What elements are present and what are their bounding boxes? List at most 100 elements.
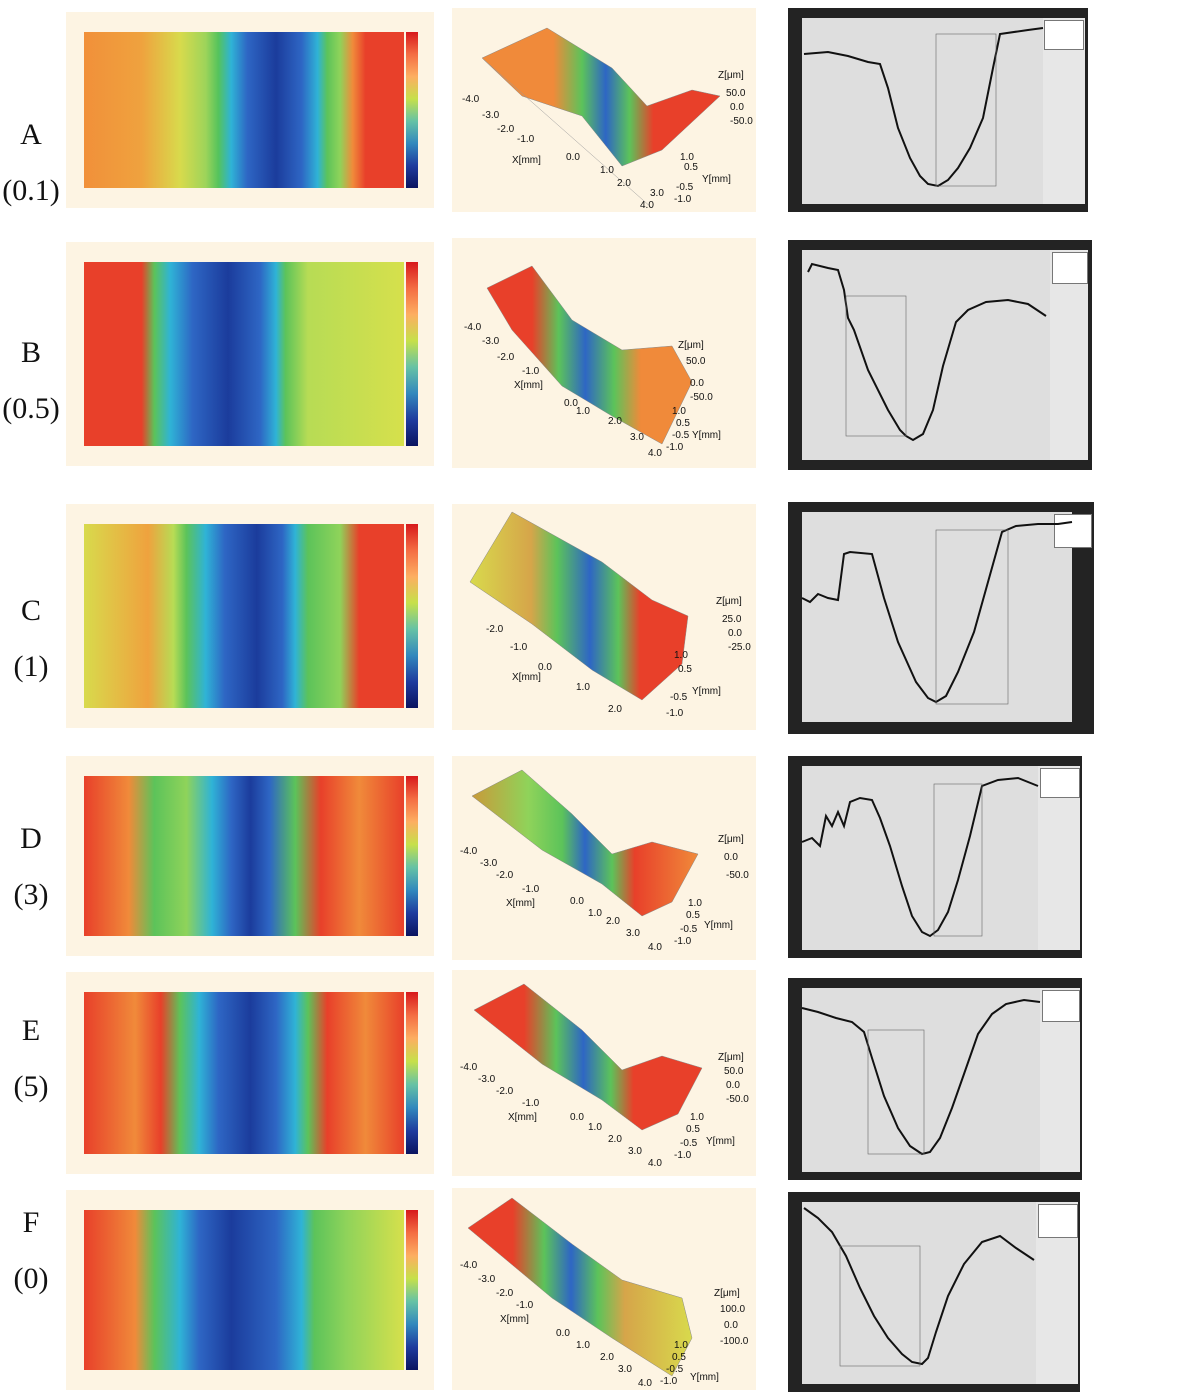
x-axis-label: X[mm] bbox=[512, 155, 541, 166]
depth-profile bbox=[788, 1192, 1080, 1392]
profile-side-panel bbox=[1050, 250, 1088, 460]
y-tick: 1.0 bbox=[674, 650, 688, 661]
height-map-field bbox=[84, 776, 404, 936]
x-tick: 2.0 bbox=[606, 916, 620, 927]
y-tick: -1.0 bbox=[666, 442, 684, 453]
row-parameter: (5) bbox=[13, 1070, 49, 1103]
profile-legend-box bbox=[1054, 514, 1092, 548]
height-map-field bbox=[84, 992, 404, 1154]
row-parameter: (0) bbox=[13, 1262, 49, 1295]
x-tick: -1.0 bbox=[516, 1300, 534, 1311]
x-tick: -2.0 bbox=[496, 1288, 514, 1299]
x-tick: 1.0 bbox=[588, 908, 602, 919]
color-scale-bar bbox=[406, 262, 418, 446]
row-d: D (3) Z[μm] 0.0 -50.0 -4.0 -3.0 -2.0 -1.… bbox=[0, 752, 1181, 964]
profile-legend-box bbox=[1052, 252, 1088, 284]
depth-profile bbox=[788, 502, 1094, 734]
color-scale-bar bbox=[406, 1210, 418, 1370]
surface-3d-svg: Z[μm] 25.0 0.0 -25.0 -2.0 -1.0 0.0 1.0 2… bbox=[469, 511, 751, 719]
x-tick: 0.0 bbox=[570, 896, 584, 907]
x-axis-label: X[mm] bbox=[512, 672, 541, 683]
z-tick: -50.0 bbox=[726, 1094, 749, 1105]
x-tick: 3.0 bbox=[626, 928, 640, 939]
x-tick: -2.0 bbox=[496, 870, 514, 881]
x-axis-label: X[mm] bbox=[514, 380, 543, 391]
profile-curve-svg bbox=[807, 262, 1047, 442]
color-scale-bar bbox=[406, 776, 418, 936]
profile-curve-svg bbox=[803, 1207, 1035, 1367]
row-e: E (5) Z[μm] 50.0 0.0 -50.0 -4.0 -3.0 -2.… bbox=[0, 968, 1181, 1182]
x-tick: 2.0 bbox=[608, 416, 622, 427]
y-tick: -1.0 bbox=[666, 708, 684, 719]
y-tick: -0.5 bbox=[680, 924, 698, 935]
surface-3d-svg: Z[μm] 50.0 0.0 -50.0 -4.0 -3.0 -2.0 -1.0… bbox=[464, 265, 721, 459]
x-tick: 4.0 bbox=[648, 1158, 662, 1169]
surface-3d-plot: Z[μm] 50.0 0.0 -50.0 -4.0 -3.0 -2.0 -1.0… bbox=[452, 238, 756, 468]
y-tick: -1.0 bbox=[660, 1376, 678, 1387]
profile-legend-box bbox=[1038, 1204, 1078, 1238]
y-tick: -0.5 bbox=[672, 430, 690, 441]
x-tick: 1.0 bbox=[588, 1122, 602, 1133]
depth-profile bbox=[788, 8, 1088, 212]
x-tick: 0.0 bbox=[564, 398, 578, 409]
row-parameter: (3) bbox=[13, 878, 49, 911]
x-tick: -4.0 bbox=[460, 846, 478, 857]
row-label: A (0.1) bbox=[0, 118, 62, 208]
y-tick: 0.5 bbox=[686, 1124, 700, 1135]
x-tick: 3.0 bbox=[650, 188, 664, 199]
x-tick: 3.0 bbox=[618, 1364, 632, 1375]
surface-3d-plot: Z[μm] 100.0 0.0 -100.0 -4.0 -3.0 -2.0 -1… bbox=[452, 1188, 756, 1390]
z-tick: 0.0 bbox=[730, 102, 744, 113]
depth-profile bbox=[788, 978, 1082, 1180]
x-tick: 1.0 bbox=[576, 406, 590, 417]
profile-plot-area bbox=[802, 766, 1038, 950]
x-tick: -3.0 bbox=[478, 1274, 496, 1285]
x-tick: 4.0 bbox=[638, 1378, 652, 1389]
row-letter: C bbox=[20, 594, 41, 627]
x-tick: 0.0 bbox=[566, 152, 580, 163]
y-tick: 0.5 bbox=[672, 1352, 686, 1363]
x-axis-label: X[mm] bbox=[506, 898, 535, 909]
x-tick: -2.0 bbox=[497, 352, 515, 363]
row-letter: E bbox=[21, 1014, 41, 1047]
row-label: D (3) bbox=[0, 822, 62, 912]
y-tick: 1.0 bbox=[674, 1340, 688, 1351]
row-label: F (0) bbox=[0, 1206, 62, 1296]
z-tick: -50.0 bbox=[726, 870, 749, 881]
z-tick: 100.0 bbox=[720, 1304, 745, 1315]
z-axis-label: Z[μm] bbox=[718, 70, 744, 81]
z-axis-label: Z[μm] bbox=[718, 834, 744, 845]
z-tick: 25.0 bbox=[722, 614, 742, 625]
profile-legend-box bbox=[1042, 990, 1080, 1022]
row-letter: A bbox=[20, 118, 42, 151]
x-axis-label: X[mm] bbox=[508, 1112, 537, 1123]
y-tick: 0.5 bbox=[678, 664, 692, 675]
color-scale-bar bbox=[406, 32, 418, 188]
row-letter: B bbox=[20, 336, 41, 369]
z-tick: 0.0 bbox=[724, 1320, 738, 1331]
z-tick: 0.0 bbox=[728, 628, 742, 639]
x-tick: 2.0 bbox=[608, 704, 622, 715]
y-axis-label: Y[mm] bbox=[702, 174, 731, 185]
x-tick: -3.0 bbox=[480, 858, 498, 869]
y-tick: 1.0 bbox=[690, 1112, 704, 1123]
profile-legend-box bbox=[1040, 768, 1080, 798]
x-tick: 2.0 bbox=[600, 1352, 614, 1363]
height-map-field bbox=[84, 32, 404, 188]
x-tick: -2.0 bbox=[486, 624, 504, 635]
row-label: B (0.5) bbox=[0, 336, 62, 426]
profile-curve-svg bbox=[801, 776, 1039, 938]
row-f: F (0) Z[μm] 100.0 0.0 -100.0 -4.0 -3.0 -… bbox=[0, 1186, 1181, 1392]
row-label: E (5) bbox=[0, 1014, 62, 1104]
surface-3d-svg: Z[μm] 50.0 0.0 -50.0 -4.0 -3.0 -2.0 -1.0… bbox=[462, 27, 753, 211]
z-axis-label: Z[μm] bbox=[714, 1288, 740, 1299]
y-tick: -0.5 bbox=[676, 182, 694, 193]
x-tick: 0.0 bbox=[538, 662, 552, 673]
y-tick: 1.0 bbox=[680, 152, 694, 163]
z-tick: 50.0 bbox=[686, 356, 706, 367]
surface-3d-svg: Z[μm] 0.0 -50.0 -4.0 -3.0 -2.0 -1.0 0.0 … bbox=[460, 769, 749, 953]
z-tick: 0.0 bbox=[726, 1080, 740, 1091]
x-tick: 1.0 bbox=[600, 165, 614, 176]
z-axis-label: Z[μm] bbox=[716, 596, 742, 607]
row-parameter: (0.1) bbox=[2, 174, 60, 207]
